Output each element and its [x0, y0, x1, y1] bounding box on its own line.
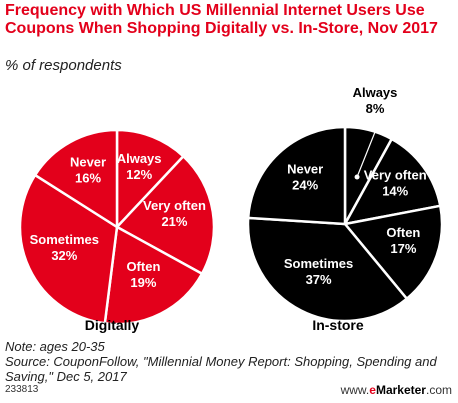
- slice-label: Never: [287, 162, 323, 177]
- slice-label: Never: [70, 154, 106, 169]
- source-text: Source: CouponFollow, "Millennial Money …: [5, 354, 437, 384]
- slice-in-store-very-often: [343, 137, 442, 226]
- always-leader-line: [356, 131, 376, 178]
- brand-e: e: [369, 383, 376, 397]
- slice-value: 32%: [51, 248, 77, 263]
- chart-title: Frequency with Which US Millennial Inter…: [5, 2, 438, 37]
- pie-title: In-store: [312, 317, 364, 333]
- slice-label: Always: [117, 151, 162, 166]
- slice-in-store-sometimes: [246, 216, 409, 323]
- emarketer-logo: www.eMarketer.com: [341, 383, 452, 397]
- slice-value: 8%: [366, 101, 385, 116]
- slice-value: 21%: [161, 214, 187, 229]
- note-text: Note: ages 20-35: [5, 339, 105, 354]
- chart-subtitle: % of respondents: [5, 57, 122, 74]
- slice-value: 24%: [292, 178, 318, 193]
- slice-value: 37%: [306, 272, 332, 287]
- slice-label: Always: [353, 85, 398, 100]
- slice-digitally-often: [103, 225, 204, 326]
- slice-value: 16%: [75, 170, 101, 185]
- slice-value: 19%: [130, 275, 156, 290]
- slice-label: Often: [386, 225, 420, 240]
- brand-suffix: .com: [425, 383, 452, 397]
- slice-label: Sometimes: [284, 256, 353, 271]
- slice-label: Often: [126, 259, 160, 274]
- slice-digitally-always: [115, 128, 185, 229]
- notes: Note: ages 20-35 Source: CouponFollow, "…: [5, 339, 455, 384]
- slice-digitally-very-often: [115, 155, 216, 275]
- slice-label: Sometimes: [30, 232, 99, 247]
- slice-value: 17%: [390, 241, 416, 256]
- chart-id: 233813: [5, 384, 39, 395]
- brand-prefix: www.: [340, 383, 370, 397]
- slice-value: 12%: [126, 167, 152, 182]
- slice-value: 14%: [382, 184, 408, 199]
- slice-in-store-never: [246, 125, 347, 226]
- slice-label: Very often: [364, 168, 427, 183]
- slice-digitally-never: [33, 128, 119, 229]
- pie-title: Digitally: [85, 317, 140, 333]
- slice-in-store-often: [343, 204, 444, 300]
- brand-marketer: Marketer: [375, 383, 426, 397]
- slice-label: Very often: [143, 198, 206, 213]
